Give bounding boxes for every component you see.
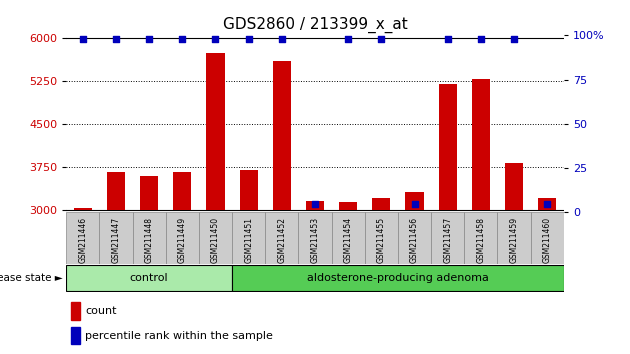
Text: count: count xyxy=(85,306,117,316)
Bar xyxy=(140,176,158,210)
Text: GSM211455: GSM211455 xyxy=(377,217,386,263)
Bar xyxy=(306,201,324,210)
FancyBboxPatch shape xyxy=(132,212,166,264)
FancyBboxPatch shape xyxy=(66,265,232,291)
Text: aldosterone-producing adenoma: aldosterone-producing adenoma xyxy=(307,273,489,283)
Bar xyxy=(239,170,258,210)
Text: GSM211460: GSM211460 xyxy=(543,217,552,263)
Text: GSM211451: GSM211451 xyxy=(244,217,253,263)
Text: disease state ►: disease state ► xyxy=(0,273,63,283)
FancyBboxPatch shape xyxy=(331,212,365,264)
Point xyxy=(210,36,220,42)
FancyBboxPatch shape xyxy=(530,212,564,264)
FancyBboxPatch shape xyxy=(166,212,199,264)
FancyBboxPatch shape xyxy=(431,212,464,264)
Bar xyxy=(74,209,92,210)
Text: percentile rank within the sample: percentile rank within the sample xyxy=(85,331,273,341)
Bar xyxy=(438,84,457,210)
Bar xyxy=(538,198,556,210)
Point xyxy=(310,201,320,206)
FancyBboxPatch shape xyxy=(265,212,299,264)
Text: GSM211450: GSM211450 xyxy=(211,217,220,263)
Title: GDS2860 / 213399_x_at: GDS2860 / 213399_x_at xyxy=(222,16,408,33)
Bar xyxy=(71,327,80,344)
Bar xyxy=(406,193,423,210)
Point xyxy=(376,36,386,42)
FancyBboxPatch shape xyxy=(232,265,564,291)
Bar xyxy=(71,302,80,320)
Bar xyxy=(273,61,291,210)
Bar xyxy=(472,79,490,210)
Bar xyxy=(207,52,224,210)
Bar xyxy=(107,172,125,210)
Text: GSM211457: GSM211457 xyxy=(444,217,452,263)
Point xyxy=(111,36,121,42)
FancyBboxPatch shape xyxy=(498,212,530,264)
Point xyxy=(144,36,154,42)
Text: GSM211459: GSM211459 xyxy=(510,217,518,263)
Bar xyxy=(173,172,192,210)
Text: GSM211449: GSM211449 xyxy=(178,217,186,263)
Point xyxy=(343,36,353,42)
FancyBboxPatch shape xyxy=(398,212,431,264)
Text: GSM211456: GSM211456 xyxy=(410,217,419,263)
Text: GSM211446: GSM211446 xyxy=(78,217,87,263)
FancyBboxPatch shape xyxy=(464,212,498,264)
Point xyxy=(443,36,453,42)
Text: GSM211458: GSM211458 xyxy=(476,217,485,263)
Point xyxy=(509,36,519,42)
Text: control: control xyxy=(130,273,168,283)
Bar xyxy=(372,198,391,210)
FancyBboxPatch shape xyxy=(365,212,398,264)
Point xyxy=(476,36,486,42)
Bar xyxy=(505,163,523,210)
Bar xyxy=(339,202,357,210)
Text: GSM211452: GSM211452 xyxy=(277,217,286,263)
Point xyxy=(277,36,287,42)
Point xyxy=(542,201,553,206)
Point xyxy=(410,201,420,206)
Text: GSM211447: GSM211447 xyxy=(112,217,120,263)
FancyBboxPatch shape xyxy=(199,212,232,264)
Point xyxy=(177,36,187,42)
FancyBboxPatch shape xyxy=(66,212,100,264)
FancyBboxPatch shape xyxy=(232,212,265,264)
FancyBboxPatch shape xyxy=(100,212,132,264)
Text: GSM211448: GSM211448 xyxy=(145,217,154,263)
Point xyxy=(244,36,254,42)
Text: GSM211453: GSM211453 xyxy=(311,217,319,263)
Point xyxy=(77,36,88,42)
Text: GSM211454: GSM211454 xyxy=(344,217,353,263)
FancyBboxPatch shape xyxy=(299,212,331,264)
